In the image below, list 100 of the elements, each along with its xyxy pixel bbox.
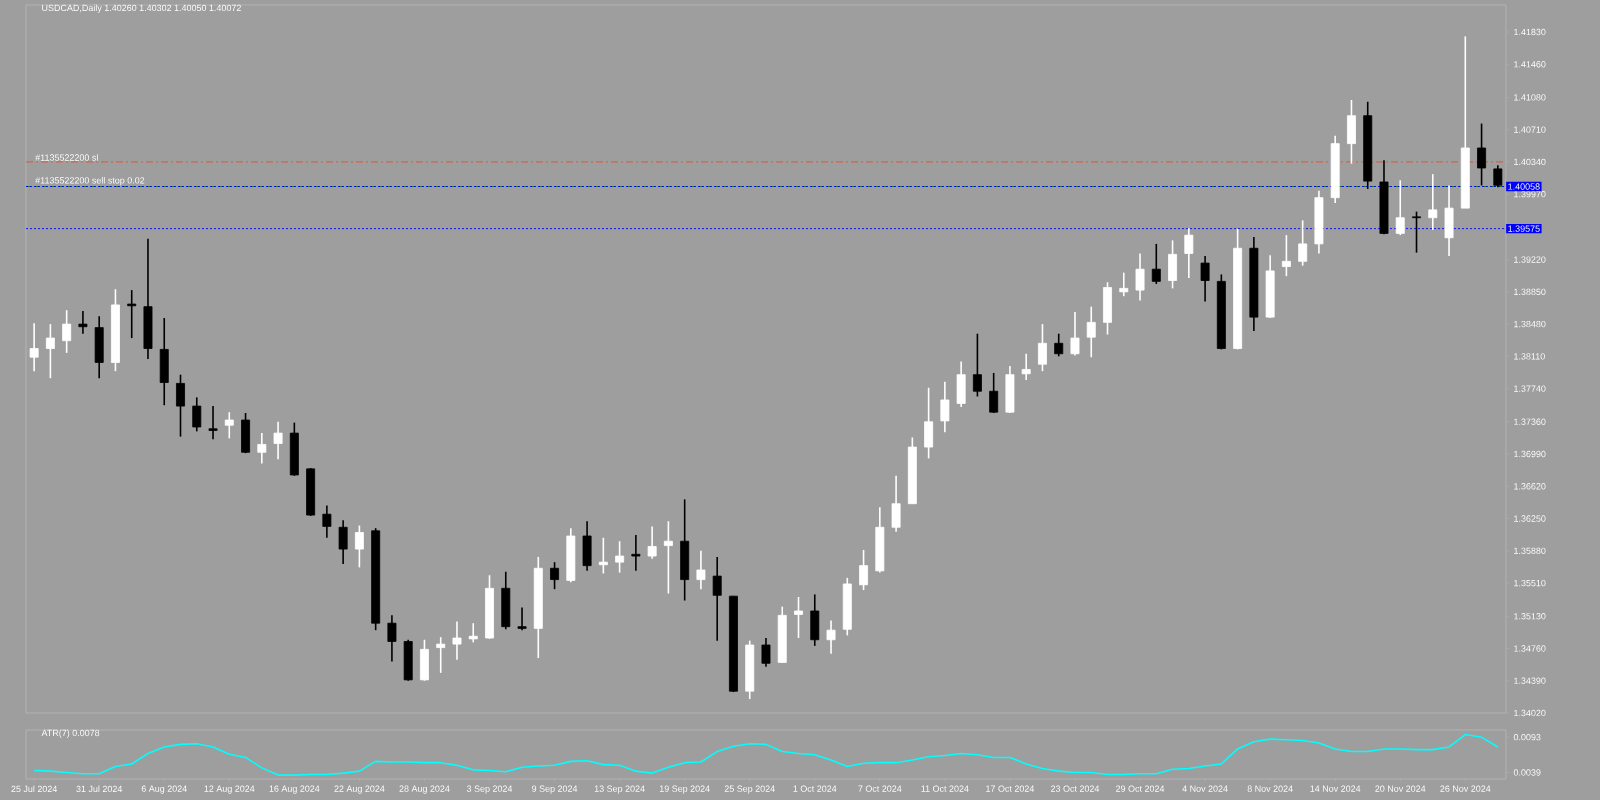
x-tick-label: 13 Sep 2024	[594, 785, 645, 794]
candlestick	[859, 549, 869, 591]
candlestick	[631, 534, 641, 572]
y-tick-label: 1.34390	[1514, 677, 1546, 684]
candlestick	[1184, 227, 1194, 279]
candlestick	[550, 561, 560, 590]
candlestick	[1037, 323, 1047, 372]
candlestick	[1298, 219, 1308, 267]
candlestick	[322, 504, 332, 539]
y-tick-label: 1.40710	[1514, 126, 1546, 133]
ref-line-label: 1.39575	[1508, 225, 1540, 232]
y-tick-label: 1.39970	[1514, 191, 1546, 198]
candlestick	[1200, 255, 1210, 303]
y-tick-label: 1.41830	[1514, 28, 1546, 36]
candlestick	[1493, 164, 1503, 189]
candlestick	[989, 372, 999, 414]
candlestick	[176, 373, 185, 438]
y-tick-label: 1.41460	[1514, 61, 1546, 68]
x-tick-label: 14 Nov 2024	[1310, 785, 1361, 792]
candlestick	[29, 322, 39, 372]
x-tick-label: 29 Oct 2024	[1116, 785, 1165, 792]
candlestick	[468, 622, 478, 644]
candlestick	[972, 332, 982, 398]
candlestick	[1135, 252, 1145, 302]
chart-title: USDCAD,Daily 1.40260 1.40302 1.40050 1.40072	[42, 4, 241, 13]
candlestick	[436, 636, 446, 674]
ref-line-label: #1135522200 sell stop 0.02	[35, 176, 145, 186]
y-tick-label: 1.40340	[1514, 158, 1546, 166]
candlestick	[663, 520, 673, 595]
x-tick-label: 25 Sep 2024	[724, 785, 775, 794]
y-tick-label: 1.38480	[1514, 320, 1546, 328]
candlestick	[1151, 243, 1161, 285]
x-tick-label: 9 Sep 2024	[532, 785, 578, 794]
x-tick-label: 19 Sep 2024	[659, 785, 710, 794]
y-tick-label: 1.36990	[1514, 450, 1546, 458]
y-tick-label: 1.37360	[1514, 418, 1546, 425]
candlestick	[127, 289, 137, 339]
candlestick	[354, 524, 364, 569]
y-tick-label: 1.41080	[1514, 94, 1546, 101]
candlestick	[761, 637, 771, 668]
x-tick-label: 6 Aug 2024	[141, 785, 187, 794]
candlestick	[1428, 173, 1438, 231]
candlestick	[940, 380, 950, 434]
candlestick	[224, 411, 234, 440]
candlestick	[1070, 311, 1080, 357]
y-tick-label: 1.35130	[1514, 613, 1546, 620]
candlestick	[1395, 179, 1405, 236]
x-tick-label: 31 Jul 2024	[76, 785, 123, 793]
candlestick	[1054, 332, 1064, 358]
x-tick-label: 17 Oct 2024	[986, 785, 1035, 792]
x-tick-label: 26 Nov 2024	[1440, 785, 1491, 792]
y-tick-label: 1.38110	[1514, 353, 1545, 360]
x-tick-label: 22 Aug 2024	[334, 785, 385, 794]
y-tick-label: 1.35880	[1514, 547, 1546, 554]
candlestick	[273, 420, 283, 461]
ref-line-label: 1.40058	[1508, 183, 1540, 190]
x-tick-label: 25 Jul 2024	[11, 785, 58, 793]
candlestick	[1021, 352, 1031, 381]
x-tick-label: 7 Oct 2024	[858, 785, 902, 792]
candlestick	[615, 540, 625, 574]
y-tick-label: 0.0039	[1513, 769, 1541, 776]
y-tick-label: 1.36250	[1514, 515, 1546, 522]
candlestick	[1477, 122, 1487, 187]
candlestick	[78, 310, 88, 335]
chart-title: ATR(7) 0.0078	[41, 729, 100, 738]
y-tick-label: 1.39220	[1514, 256, 1546, 263]
x-tick-label: 23 Oct 2024	[1051, 785, 1100, 792]
candlestick	[45, 323, 55, 379]
candlestick	[598, 536, 608, 575]
candlestick	[257, 432, 267, 465]
candlestick	[452, 620, 462, 661]
x-tick-label: 28 Aug 2024	[399, 785, 450, 794]
candlestick	[1119, 271, 1129, 298]
x-tick-label: 3 Sep 2024	[466, 785, 513, 794]
y-tick-label: 1.38850	[1514, 288, 1546, 296]
y-tick-label: 1.34760	[1514, 645, 1546, 652]
candlestick	[338, 519, 348, 565]
x-tick-label: 16 Aug 2024	[269, 785, 320, 794]
candlestick	[192, 396, 202, 433]
candlestick	[826, 619, 836, 655]
x-tick-label: 12 Aug 2024	[204, 785, 255, 794]
candlestick	[696, 550, 706, 590]
candlestick	[891, 475, 901, 533]
y-tick-label: 1.37740	[1514, 385, 1546, 392]
candlestick	[1086, 305, 1096, 359]
x-tick-label: 20 Nov 2024	[1375, 785, 1426, 792]
candlestick	[387, 614, 397, 663]
candlestick	[1281, 234, 1291, 277]
candlestick	[794, 596, 803, 639]
candlestick	[712, 556, 722, 642]
y-tick-label: 1.35510	[1514, 579, 1546, 587]
candlestick	[517, 606, 527, 631]
x-tick-label: 11 Oct 2024	[921, 785, 969, 792]
y-tick-label: 1.34020	[1514, 709, 1546, 717]
y-tick-label: 0.0093	[1513, 734, 1541, 741]
x-tick-label: 8 Nov 2024	[1247, 785, 1293, 792]
x-tick-label: 4 Nov 2024	[1182, 785, 1228, 792]
ref-line-label: #1135522200 sl	[35, 154, 98, 161]
candlestick	[1412, 210, 1421, 254]
candlestick	[647, 525, 657, 560]
